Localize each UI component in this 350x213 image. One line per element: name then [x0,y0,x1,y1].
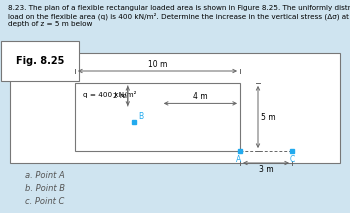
Text: B: B [138,112,143,121]
Text: depth of z = 5 m below: depth of z = 5 m below [8,21,92,27]
Text: 2 m: 2 m [113,93,127,99]
Text: Fig. 8.25: Fig. 8.25 [16,56,64,66]
Text: 4 m: 4 m [193,92,208,101]
Text: 5 m: 5 m [261,112,276,121]
Text: 10 m: 10 m [148,60,167,69]
Text: 3 m: 3 m [259,165,273,174]
Text: c. Point C: c. Point C [25,197,64,206]
Text: q = 400 kN/m²: q = 400 kN/m² [83,91,136,98]
Text: load on the flexible area (q) is 400 kN/m². Determine the increase in the vertic: load on the flexible area (q) is 400 kN/… [8,13,350,20]
Text: a. Point A: a. Point A [25,171,65,180]
Bar [10,53,340,163]
Text: C: C [289,155,295,164]
Text: 8.23. The plan of a flexible rectangular loaded area is shown in Figure 8.25. Th: 8.23. The plan of a flexible rectangular… [8,5,350,11]
Text: A: A [236,155,242,164]
Text: b. Point B: b. Point B [25,184,65,193]
Bar [75,83,240,151]
